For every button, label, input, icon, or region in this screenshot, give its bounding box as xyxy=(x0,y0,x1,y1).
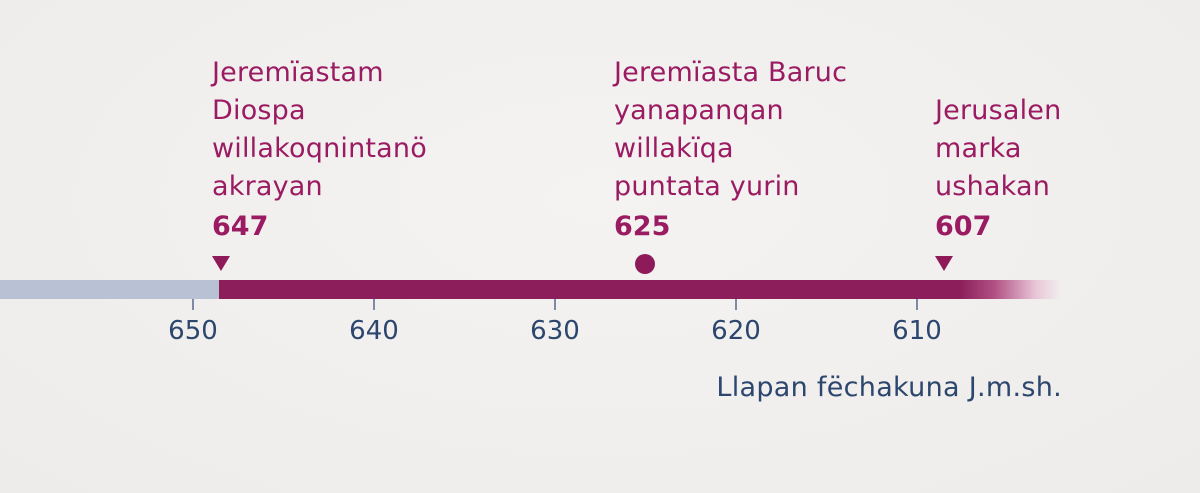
timeline-event-647: Jeremïastam Diospa willakoqnintanö akray… xyxy=(212,54,427,246)
event-year: 607 xyxy=(935,211,992,242)
axis-caption: Llapan fëchakuna J.m.sh. xyxy=(716,372,1062,403)
axis-tick xyxy=(373,299,375,310)
axis-tick xyxy=(554,299,556,310)
event-year: 647 xyxy=(212,211,269,242)
event-label: Jeremïastam Diospa willakoqnintanö akray… xyxy=(212,57,427,202)
timeline-event-607: Jerusalen marka ushakan 607 xyxy=(935,92,1061,246)
axis-tick-label: 650 xyxy=(168,316,218,346)
timeline-bar-main xyxy=(219,280,1061,299)
axis-tick-label: 630 xyxy=(530,316,580,346)
triangle-marker-icon xyxy=(935,256,953,271)
event-label: Jerusalen marka ushakan xyxy=(935,95,1062,202)
event-year: 625 xyxy=(614,211,671,242)
triangle-marker-icon xyxy=(212,256,230,271)
dot-marker-icon xyxy=(635,254,655,274)
timeline-event-625: Jeremïasta Baruc yanapanqan willakïqa pu… xyxy=(614,54,847,246)
axis-tick-label: 610 xyxy=(892,316,942,346)
axis-tick-label: 640 xyxy=(349,316,399,346)
axis-tick-label: 620 xyxy=(711,316,761,346)
timeline-bar-past xyxy=(0,280,222,299)
event-label: Jeremïasta Baruc yanapanqan willakïqa pu… xyxy=(614,57,848,202)
axis-tick xyxy=(916,299,918,310)
axis-tick xyxy=(735,299,737,310)
axis-tick xyxy=(192,299,194,310)
